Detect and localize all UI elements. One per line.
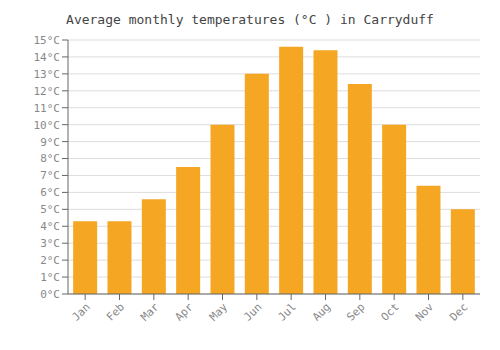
svg-text:2°C: 2°C [40, 254, 60, 267]
svg-text:3°C: 3°C [40, 237, 60, 250]
svg-text:6°C: 6°C [40, 186, 60, 199]
svg-text:8°C: 8°C [40, 152, 60, 165]
svg-text:4°C: 4°C [40, 220, 60, 233]
svg-text:Jun: Jun [241, 300, 264, 323]
svg-text:Aug: Aug [310, 300, 333, 323]
svg-text:Feb: Feb [104, 300, 127, 323]
svg-text:Nov: Nov [413, 300, 437, 324]
svg-text:14°C: 14°C [34, 51, 61, 64]
svg-text:9°C: 9°C [40, 136, 60, 149]
svg-text:Sep: Sep [344, 300, 367, 323]
svg-text:0°C: 0°C [40, 288, 60, 301]
svg-text:Jan: Jan [70, 300, 93, 323]
svg-text:11°C: 11°C [34, 102, 61, 115]
svg-text:1°C: 1°C [40, 271, 60, 284]
svg-text:10°C: 10°C [34, 119, 61, 132]
svg-text:7°C: 7°C [40, 169, 60, 182]
svg-text:Mar: Mar [138, 300, 162, 324]
svg-text:Oct: Oct [379, 300, 402, 323]
svg-text:May: May [207, 300, 231, 324]
svg-text:12°C: 12°C [34, 85, 61, 98]
html-text:Average monthly temperatures (: Average monthly temperatures (°C ) in Ca… [66, 12, 434, 27]
svg-text:Dec: Dec [447, 300, 470, 323]
svg-text:5°C: 5°C [40, 203, 60, 216]
svg-text:Jul: Jul [276, 300, 299, 323]
svg-text:Apr: Apr [173, 300, 197, 324]
svg-text:15°C: 15°C [34, 34, 61, 47]
svg-text:13°C: 13°C [34, 68, 61, 81]
